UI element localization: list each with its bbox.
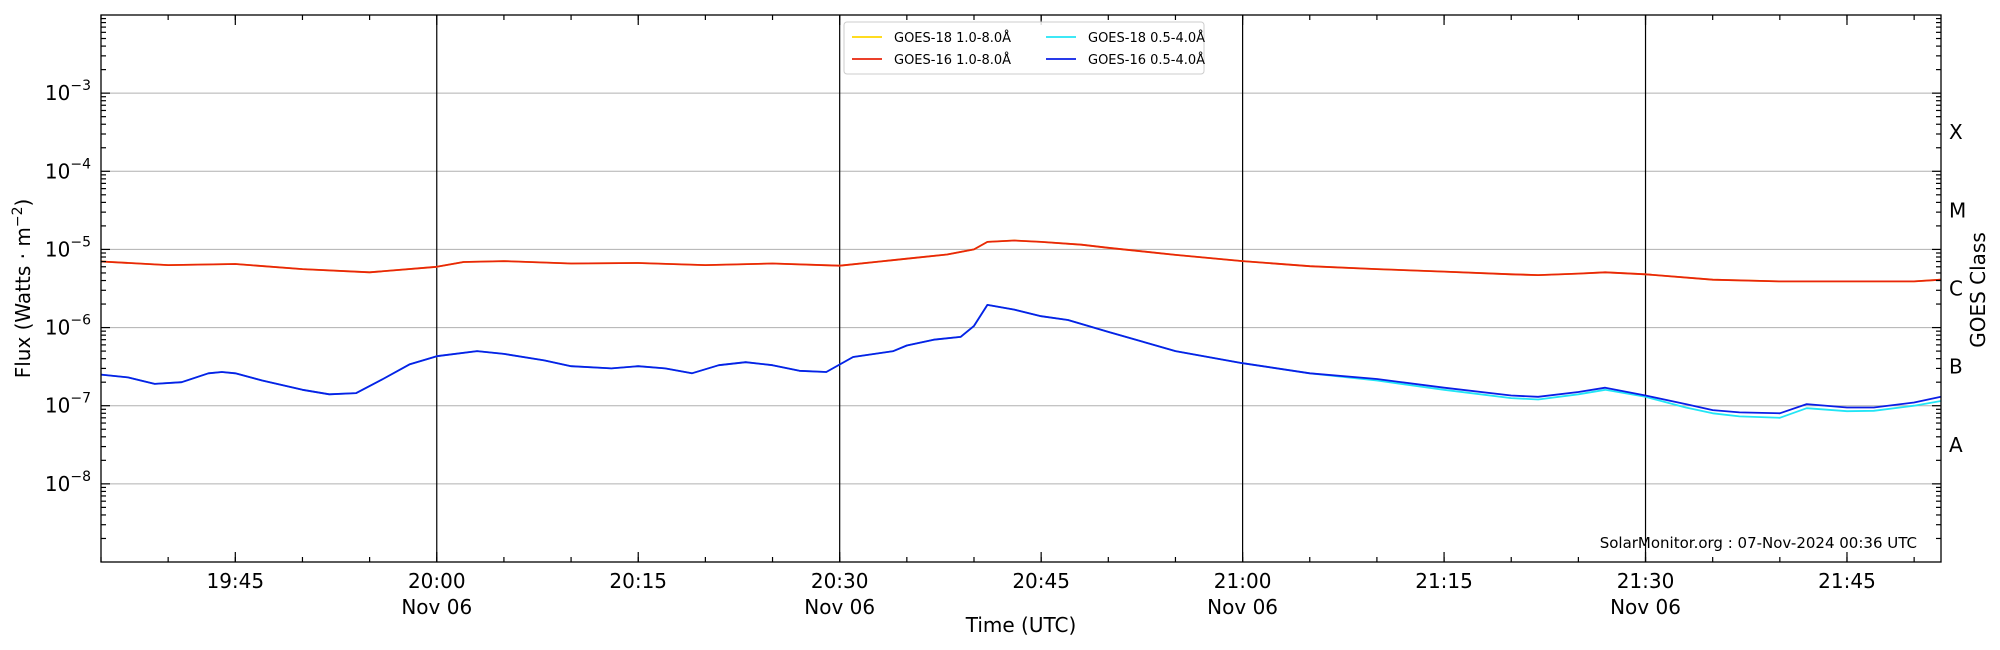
goes-class-label: A xyxy=(1949,433,1963,457)
goes-class-label: C xyxy=(1949,277,1963,301)
day-boundary-lines xyxy=(436,15,1647,562)
goes-class-label: X xyxy=(1949,120,1963,144)
legend-box xyxy=(843,21,1205,75)
series-lines xyxy=(100,239,1942,419)
goes-class-labels: A B C M X xyxy=(1949,120,1966,457)
x-tick-label: 21:00 xyxy=(1214,569,1272,593)
legend-entry-label: GOES-16 1.0-8.0Å xyxy=(894,52,1011,68)
x-tick-label: 20:45 xyxy=(1012,569,1070,593)
grid-lines xyxy=(101,92,1941,485)
goes-class-label: B xyxy=(1949,355,1963,379)
y-axis-title-close: ) xyxy=(11,199,35,207)
series-line xyxy=(100,239,1942,283)
legend-entry-label: GOES-18 0.5-4.0Å xyxy=(1088,30,1205,46)
watermark-annotation: SolarMonitor.org : 07-Nov-2024 00:36 UTC xyxy=(1600,534,1917,552)
y-tick-labels: 10−8 10−7 10−6 10−5 10−4 10−3 xyxy=(45,78,91,496)
x-tick-label: 19:45 xyxy=(206,569,264,593)
legend-entry-label: GOES-16 0.5-4.0Å xyxy=(1088,52,1205,68)
x-tick-date-label: Nov 06 xyxy=(804,595,875,619)
axis-ticks xyxy=(100,15,1941,562)
y-tick-label: 10−5 xyxy=(45,234,91,261)
x-tick-label: 20:00 xyxy=(408,569,466,593)
y-axis-title-base: Flux (Watts · m xyxy=(11,227,35,378)
y-tick-label: 10−4 xyxy=(45,156,91,183)
legend-entry-label: GOES-18 1.0-8.0Å xyxy=(894,30,1011,46)
x-tick-label: 21:30 xyxy=(1617,569,1675,593)
plot-frame xyxy=(100,14,1942,563)
y-tick-label: 10−8 xyxy=(45,469,91,496)
goes-class-axis-title: GOES Class xyxy=(1966,232,1990,348)
x-tick-date-label: Nov 06 xyxy=(1610,595,1681,619)
x-axis-title: Time (UTC) xyxy=(965,613,1077,637)
x-tick-label: 21:45 xyxy=(1818,569,1876,593)
x-tick-date-label: Nov 06 xyxy=(401,595,472,619)
x-tick-label: 20:15 xyxy=(609,569,667,593)
goes-class-label: M xyxy=(1949,198,1966,222)
y-tick-label: 10−3 xyxy=(45,78,91,105)
x-tick-date-label: Nov 06 xyxy=(1207,595,1278,619)
series-line xyxy=(100,303,1942,415)
x-tick-label: 20:30 xyxy=(811,569,869,593)
y-axis-title: Flux (Watts · m−2) xyxy=(10,199,35,379)
x-tick-label: 21:15 xyxy=(1415,569,1473,593)
y-axis-title-exponent: −2 xyxy=(10,207,26,228)
legend: GOES-18 1.0-8.0Å GOES-16 1.0-8.0Å GOES-18 … xyxy=(843,21,1205,75)
y-tick-label: 10−7 xyxy=(45,391,91,418)
y-tick-label: 10−6 xyxy=(45,313,91,340)
